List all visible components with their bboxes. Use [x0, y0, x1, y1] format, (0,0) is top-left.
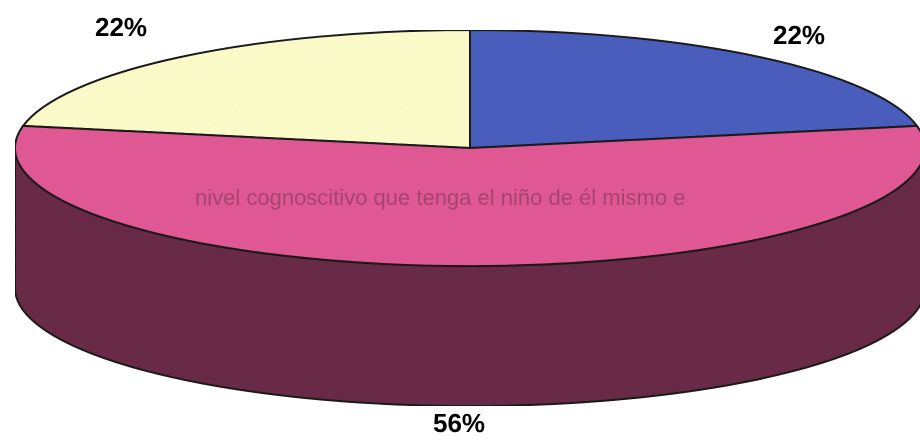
slice-label-yellow: 22%	[95, 12, 147, 42]
pie-slice-blue	[469, 28, 919, 150]
bleed-through-text: nivel cognoscitivo que tenga el niño de …	[195, 185, 685, 210]
slice-label-magenta: 56%	[433, 408, 485, 438]
pie-slice-magenta	[14, 124, 920, 268]
pie-slice-yellow	[21, 28, 471, 150]
slice-label-blue: 22%	[773, 20, 825, 50]
